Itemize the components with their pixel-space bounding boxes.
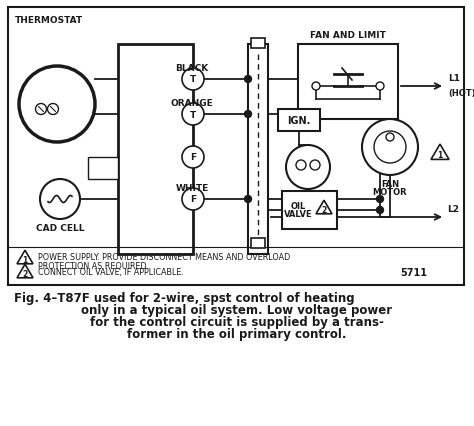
Text: FAN AND LIMIT: FAN AND LIMIT (310, 31, 386, 40)
Circle shape (182, 69, 204, 91)
Circle shape (376, 196, 383, 203)
Circle shape (376, 83, 384, 91)
Text: BLACK: BLACK (175, 64, 209, 73)
Text: L1: L1 (448, 74, 460, 83)
Bar (282, 192, 337, 230)
Circle shape (362, 120, 418, 176)
Text: POWER SUPPLY. PROVIDE DISCONNECT MEANS AND OVERLOAD: POWER SUPPLY. PROVIDE DISCONNECT MEANS A… (38, 253, 290, 262)
Circle shape (245, 196, 252, 203)
Text: L2: L2 (447, 204, 459, 213)
Bar (248, 45, 268, 254)
Text: OIL: OIL (291, 202, 306, 211)
Text: F: F (190, 153, 196, 162)
Circle shape (47, 104, 58, 115)
Bar (251, 39, 265, 49)
Polygon shape (431, 145, 449, 160)
Text: Fig. 4–T87F used for 2-wire, spst control of heating: Fig. 4–T87F used for 2-wire, spst contro… (14, 291, 355, 304)
Bar (8, 8, 464, 285)
Polygon shape (17, 250, 33, 264)
Circle shape (182, 147, 204, 169)
Text: BURNER: BURNER (289, 193, 328, 202)
Circle shape (310, 161, 320, 170)
Polygon shape (316, 201, 332, 214)
Circle shape (19, 67, 95, 143)
Text: IGN.: IGN. (287, 116, 310, 126)
Text: WHITE: WHITE (175, 184, 209, 193)
Text: former in the oil primary control.: former in the oil primary control. (127, 327, 347, 340)
Circle shape (182, 189, 204, 210)
Circle shape (36, 104, 46, 115)
Circle shape (182, 104, 204, 126)
Text: THERMOSTAT: THERMOSTAT (15, 16, 83, 25)
Text: only in a typical oil system. Low voltage power: only in a typical oil system. Low voltag… (82, 303, 392, 316)
Circle shape (386, 134, 394, 142)
Bar (118, 45, 193, 254)
Text: F: F (190, 195, 196, 204)
Circle shape (376, 207, 383, 214)
Text: CONNECT OIL VALVE, IF APPLICABLE.: CONNECT OIL VALVE, IF APPLICABLE. (38, 268, 184, 276)
Text: (HOT): (HOT) (448, 89, 474, 98)
Circle shape (245, 111, 252, 118)
Bar (278, 110, 320, 132)
Text: 2: 2 (321, 206, 327, 215)
Text: T: T (190, 110, 196, 119)
Bar (298, 45, 398, 120)
Polygon shape (17, 265, 33, 278)
Text: for the control circuit is supplied by a trans-: for the control circuit is supplied by a… (90, 315, 384, 328)
Text: 1: 1 (438, 151, 443, 160)
Text: 1: 1 (22, 256, 27, 265)
Circle shape (296, 161, 306, 170)
Text: FAN: FAN (381, 180, 399, 189)
Text: VALVE: VALVE (283, 210, 312, 219)
Bar (88, 158, 118, 180)
Text: ORANGE: ORANGE (171, 99, 213, 108)
Circle shape (40, 180, 80, 219)
Circle shape (312, 83, 320, 91)
Text: CAD CELL: CAD CELL (36, 224, 84, 233)
Text: 2: 2 (22, 270, 27, 279)
Text: T: T (190, 75, 196, 84)
Text: 5711: 5711 (400, 268, 427, 277)
Text: MOTOR: MOTOR (373, 187, 407, 196)
Circle shape (374, 132, 406, 164)
Circle shape (245, 76, 252, 83)
Bar (251, 239, 265, 248)
Text: PROTECTION AS REQUIRED.: PROTECTION AS REQUIRED. (38, 262, 149, 271)
Circle shape (286, 146, 330, 190)
